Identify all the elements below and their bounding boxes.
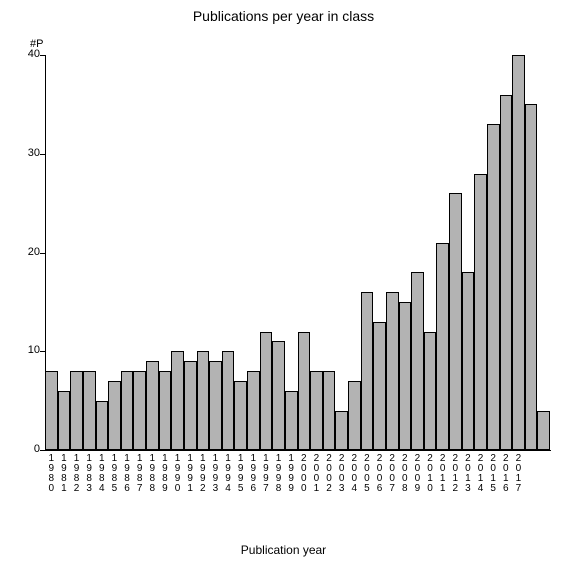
bar bbox=[121, 371, 134, 450]
x-tick-label: 2014 bbox=[474, 454, 487, 494]
bar bbox=[45, 371, 58, 450]
y-tick-label: 40 bbox=[15, 48, 40, 60]
x-tick-label: 2017 bbox=[512, 454, 525, 494]
x-tick-label: 1983 bbox=[83, 454, 96, 494]
bar bbox=[70, 371, 83, 450]
bar bbox=[159, 371, 172, 450]
x-tick-label: 2010 bbox=[424, 454, 437, 494]
y-tick-mark bbox=[40, 55, 45, 56]
bar bbox=[58, 391, 71, 450]
bar bbox=[373, 322, 386, 450]
x-tick-label: 1989 bbox=[159, 454, 172, 494]
bar bbox=[411, 272, 424, 450]
bar bbox=[424, 332, 437, 451]
bar bbox=[108, 381, 121, 450]
bar bbox=[537, 411, 550, 451]
bar bbox=[272, 341, 285, 450]
y-tick-mark bbox=[40, 351, 45, 352]
x-tick-label: 1999 bbox=[285, 454, 298, 494]
y-tick-label: 20 bbox=[15, 246, 40, 258]
bar bbox=[146, 361, 159, 450]
x-tick-label: 2001 bbox=[310, 454, 323, 494]
bar bbox=[222, 351, 235, 450]
bar bbox=[310, 371, 323, 450]
chart-container: Publications per year in class #P 010203… bbox=[0, 0, 567, 567]
x-axis-title: Publication year bbox=[0, 543, 567, 557]
x-tick-label: 2007 bbox=[386, 454, 399, 494]
x-tick-label: 1984 bbox=[96, 454, 109, 494]
bar bbox=[247, 371, 260, 450]
bar bbox=[298, 332, 311, 451]
bar bbox=[83, 371, 96, 450]
x-tick-label: 1997 bbox=[260, 454, 273, 494]
x-tick-label: 1988 bbox=[146, 454, 159, 494]
x-tick-label: 1993 bbox=[209, 454, 222, 494]
y-tick-mark bbox=[40, 450, 45, 451]
bar bbox=[500, 95, 513, 451]
x-tick-label: 2013 bbox=[462, 454, 475, 494]
y-tick-label: 30 bbox=[15, 147, 40, 159]
x-tick-label: 1996 bbox=[247, 454, 260, 494]
bar bbox=[171, 351, 184, 450]
y-tick-mark bbox=[40, 154, 45, 155]
bar bbox=[436, 243, 449, 450]
bar bbox=[512, 55, 525, 450]
x-tick-label: 2012 bbox=[449, 454, 462, 494]
y-tick-label: 0 bbox=[15, 443, 40, 455]
bar bbox=[525, 104, 538, 450]
chart-title: Publications per year in class bbox=[0, 8, 567, 24]
x-tick-label: 1982 bbox=[70, 454, 83, 494]
bar bbox=[449, 193, 462, 450]
x-tick-label: 2016 bbox=[500, 454, 513, 494]
bar bbox=[285, 391, 298, 450]
bar bbox=[462, 272, 475, 450]
x-tick-label: 2003 bbox=[335, 454, 348, 494]
bar bbox=[184, 361, 197, 450]
bar bbox=[399, 302, 412, 450]
x-tick-label: 1992 bbox=[197, 454, 210, 494]
bar bbox=[197, 351, 210, 450]
bar bbox=[96, 401, 109, 450]
x-tick-label: 1995 bbox=[234, 454, 247, 494]
x-tick-label: 2011 bbox=[436, 454, 449, 494]
x-tick-label: 1994 bbox=[222, 454, 235, 494]
x-tick-label: 1987 bbox=[133, 454, 146, 494]
x-tick-label: 2000 bbox=[298, 454, 311, 494]
x-tick-label: 1985 bbox=[108, 454, 121, 494]
bar bbox=[323, 371, 336, 450]
bar bbox=[260, 332, 273, 451]
bar bbox=[335, 411, 348, 451]
x-tick-label: 2006 bbox=[373, 454, 386, 494]
x-tick-label: 1986 bbox=[121, 454, 134, 494]
bar bbox=[348, 381, 361, 450]
bar bbox=[361, 292, 374, 450]
bar bbox=[474, 174, 487, 451]
x-tick-label: 1991 bbox=[184, 454, 197, 494]
x-tick-label: 2002 bbox=[323, 454, 336, 494]
bar bbox=[209, 361, 222, 450]
bar bbox=[234, 381, 247, 450]
x-tick-label: 1981 bbox=[58, 454, 71, 494]
y-tick-label: 10 bbox=[15, 344, 40, 356]
x-tick-label: 2009 bbox=[411, 454, 424, 494]
bar bbox=[487, 124, 500, 450]
x-tick-label: 2004 bbox=[348, 454, 361, 494]
x-tick-label: 2005 bbox=[361, 454, 374, 494]
bar bbox=[133, 371, 146, 450]
x-tick-label: 1998 bbox=[272, 454, 285, 494]
x-tick-label: 1980 bbox=[45, 454, 58, 494]
bar bbox=[386, 292, 399, 450]
x-tick-label: 1990 bbox=[171, 454, 184, 494]
x-tick-label: 2008 bbox=[399, 454, 412, 494]
x-tick-label: 2015 bbox=[487, 454, 500, 494]
y-tick-mark bbox=[40, 253, 45, 254]
